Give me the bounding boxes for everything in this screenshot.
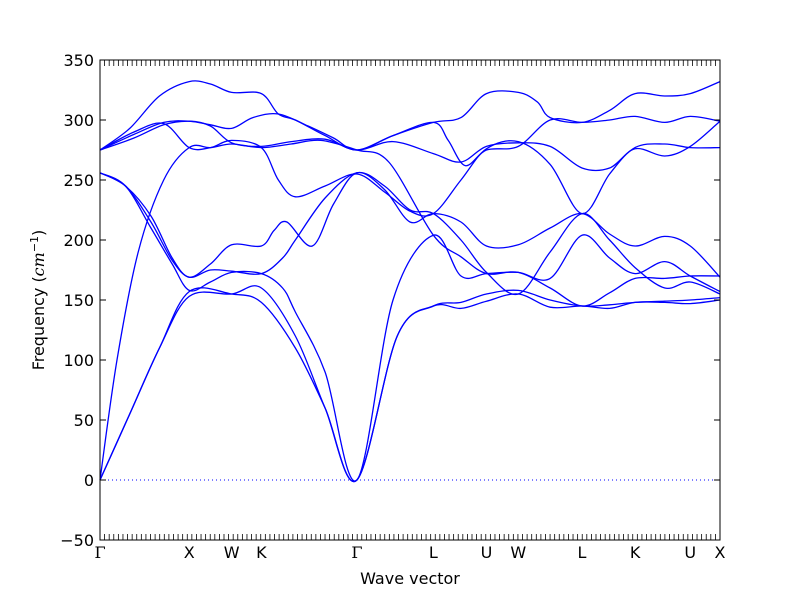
x-axis-label: Wave vector xyxy=(360,569,460,588)
y-tick-label: 100 xyxy=(63,351,94,370)
y-tick-label: 200 xyxy=(63,231,94,250)
high-symmetry-label: U xyxy=(481,543,493,562)
y-axis-label-suffix: ) xyxy=(29,230,48,236)
y-tick-label: 150 xyxy=(63,291,94,310)
high-symmetry-label: L xyxy=(578,543,587,562)
y-tick-label: 300 xyxy=(63,111,94,130)
plot-area xyxy=(99,80,721,483)
y-axis-label-exponent: −1 xyxy=(28,236,41,252)
high-symmetry-label: X xyxy=(184,543,195,562)
y-tick-label: 50 xyxy=(74,411,94,430)
band-line-2 xyxy=(99,285,721,483)
band-line-6 xyxy=(99,171,721,278)
y-tick-label: −50 xyxy=(60,531,94,550)
y-axis-label-unit: cm xyxy=(29,252,48,276)
high-symmetry-label: X xyxy=(715,543,726,562)
y-tick-label: 0 xyxy=(84,471,94,490)
high-symmetry-label: Γ xyxy=(94,543,105,562)
high-symmetry-label: Γ xyxy=(351,543,362,562)
band-line-10 xyxy=(99,80,721,151)
band-line-3 xyxy=(99,139,721,481)
high-symmetry-label: K xyxy=(630,543,641,562)
band-line-7 xyxy=(99,122,721,217)
high-symmetry-label: U xyxy=(684,543,696,562)
band-line-4 xyxy=(99,172,721,482)
y-axis-label-prefix: Frequency ( xyxy=(29,276,48,370)
high-symmetry-label: W xyxy=(224,543,240,562)
high-symmetry-label: L xyxy=(429,543,438,562)
y-axis: −50 0 50 100 150 200 250 300 350 xyxy=(60,51,720,550)
high-symmetry-label: W xyxy=(510,543,526,562)
y-tick-label: 250 xyxy=(63,171,94,190)
y-axis-label: Frequency (cm−1) xyxy=(28,230,48,371)
y-tick-label: 350 xyxy=(63,51,94,70)
high-symmetry-label: K xyxy=(256,543,267,562)
band-line-9 xyxy=(99,112,721,167)
